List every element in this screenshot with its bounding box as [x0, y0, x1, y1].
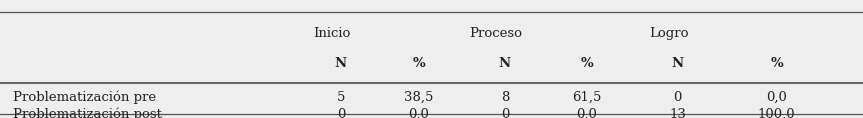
Text: 8: 8: [501, 91, 509, 104]
Text: 13: 13: [669, 108, 686, 118]
Text: Problematización post: Problematización post: [13, 108, 162, 118]
Text: 61,5: 61,5: [572, 91, 602, 104]
Text: 0,0: 0,0: [576, 108, 597, 118]
Text: %: %: [581, 57, 593, 70]
Text: 5: 5: [337, 91, 345, 104]
Text: %: %: [413, 57, 425, 70]
Text: Inicio: Inicio: [313, 27, 351, 40]
Text: 100,0: 100,0: [758, 108, 796, 118]
Text: Proceso: Proceso: [469, 27, 523, 40]
Text: 0: 0: [337, 108, 345, 118]
Text: Problematización pre: Problematización pre: [13, 91, 156, 104]
Text: 0: 0: [673, 91, 682, 104]
Text: 38,5: 38,5: [404, 91, 433, 104]
Text: 0,0: 0,0: [408, 108, 429, 118]
Text: %: %: [771, 57, 783, 70]
Text: N: N: [671, 57, 683, 70]
Text: N: N: [335, 57, 347, 70]
Text: 0: 0: [501, 108, 509, 118]
Text: 0,0: 0,0: [766, 91, 787, 104]
Text: N: N: [499, 57, 511, 70]
Text: Logro: Logro: [649, 27, 689, 40]
